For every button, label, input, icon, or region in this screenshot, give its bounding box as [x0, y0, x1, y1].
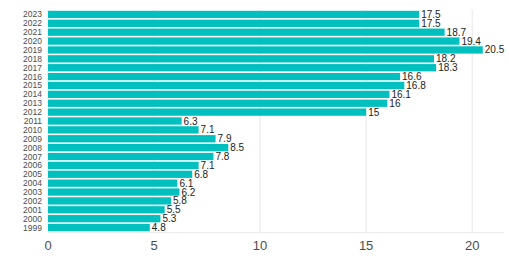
category-label: 2003 — [23, 187, 42, 197]
bar — [48, 162, 199, 169]
x-tick-label: 10 — [253, 238, 267, 253]
data-label: 16.6 — [402, 71, 422, 82]
bar — [48, 64, 436, 71]
bar — [48, 188, 179, 195]
bar — [48, 100, 387, 107]
category-label: 2023 — [23, 9, 42, 19]
data-label: 6.3 — [184, 116, 198, 127]
bar — [48, 144, 228, 151]
category-label: 1999 — [23, 223, 42, 233]
bar — [48, 91, 389, 98]
category-label: 2002 — [23, 196, 42, 206]
bar — [48, 117, 182, 124]
data-label: 18.7 — [447, 27, 467, 38]
category-label: 2022 — [23, 18, 42, 28]
data-label: 6.1 — [179, 178, 193, 189]
bar — [48, 29, 445, 36]
bar — [48, 55, 434, 62]
category-label: 2009 — [23, 134, 42, 144]
bar — [48, 197, 171, 204]
bar — [48, 73, 400, 80]
category-label: 2007 — [23, 152, 42, 162]
data-label: 17.5 — [421, 9, 441, 20]
category-label: 2001 — [23, 205, 42, 215]
x-axis-line — [48, 232, 504, 233]
category-label: 2012 — [23, 107, 42, 117]
category-label: 2014 — [23, 89, 42, 99]
category-label: 2015 — [23, 80, 42, 90]
chart-svg: 4.85.35.55.86.26.16.87.17.88.57.97.16.31… — [0, 0, 509, 258]
bar — [48, 135, 216, 142]
x-tick-label: 5 — [150, 238, 157, 253]
data-label: 20.5 — [485, 44, 505, 55]
category-label: 2018 — [23, 54, 42, 64]
bar — [48, 108, 366, 115]
category-label: 2011 — [24, 116, 43, 126]
bar — [48, 215, 160, 222]
grid — [48, 10, 472, 232]
category-label: 2006 — [23, 160, 42, 170]
x-tick-label: 15 — [359, 238, 373, 253]
category-label: 2013 — [23, 98, 42, 108]
category-label: 2010 — [23, 125, 42, 135]
bars — [48, 11, 483, 231]
bar — [48, 171, 192, 178]
category-label: 2020 — [23, 36, 42, 46]
data-label: 7.1 — [201, 124, 215, 135]
bar — [48, 37, 459, 44]
data-label: 7.8 — [215, 151, 229, 162]
bar — [48, 224, 150, 231]
bar — [48, 126, 199, 133]
data-label: 15 — [368, 107, 380, 118]
category-label: 2021 — [23, 27, 42, 37]
category-label: 2016 — [23, 72, 42, 82]
bar — [48, 82, 404, 89]
category-label: 2004 — [23, 178, 42, 188]
category-label: 2008 — [23, 143, 42, 153]
category-label: 2017 — [23, 63, 42, 73]
chart-container: 4.85.35.55.86.26.16.87.17.88.57.97.16.31… — [0, 0, 509, 258]
data-label: 8.5 — [230, 142, 244, 153]
bar — [48, 153, 213, 160]
data-label: 7.1 — [201, 160, 215, 171]
bar — [48, 180, 177, 187]
category-label: 2019 — [23, 45, 42, 55]
data-label: 18.2 — [436, 53, 456, 64]
bar — [48, 11, 419, 18]
bar — [48, 46, 483, 53]
x-tick-label: 0 — [44, 238, 51, 253]
category-label: 2000 — [23, 214, 42, 224]
x-tick-label: 20 — [465, 238, 479, 253]
x-tick-labels: 0 5 10 15 20 — [44, 238, 479, 253]
bar — [48, 20, 419, 27]
data-label: 7.9 — [218, 133, 232, 144]
y-tick-labels: 1999200020012002200320042005200620072008… — [23, 9, 42, 232]
bar — [48, 206, 165, 213]
category-label: 2005 — [23, 169, 42, 179]
data-labels: 4.85.35.55.86.26.16.87.17.88.57.97.16.31… — [152, 9, 505, 233]
